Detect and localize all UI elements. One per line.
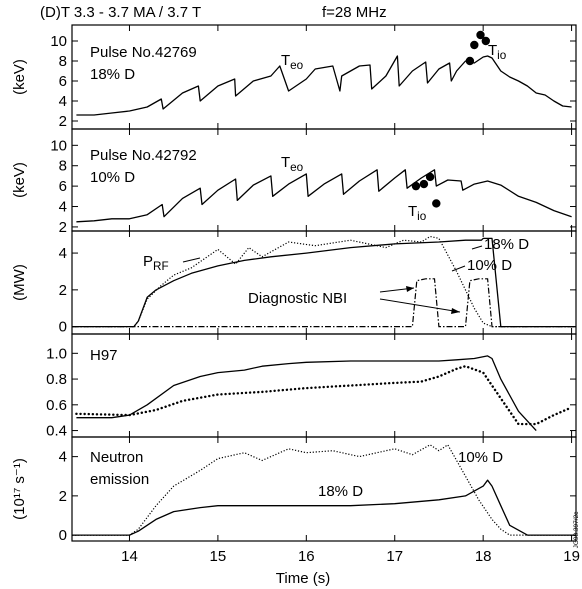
emission-label: emission: [90, 471, 149, 488]
tio-marker: [425, 172, 435, 182]
y-tick-label: 0.4: [46, 423, 67, 440]
panel-frame: [71, 24, 577, 130]
y-tick-label: 2: [59, 219, 67, 236]
y-tick-label: 4: [59, 449, 67, 466]
series-line-18-d: [72, 237, 576, 328]
y-tick-label: 0.8: [46, 371, 67, 388]
y-tick-label: 2: [59, 488, 67, 505]
series-label-10-d: 10% D: [458, 449, 503, 466]
y-tick-label: 2: [59, 282, 67, 299]
x-tick-label: 18: [475, 548, 492, 565]
x-tick-label: 16: [298, 548, 315, 565]
panel-5: 0 2 4 14 15 16 17 18 19 (10¹⁷ s⁻¹) Neutron emission…: [11, 436, 580, 565]
nbi-arrowhead-2: [451, 308, 460, 314]
h97-label: H97: [90, 347, 118, 364]
y-tick-label: 4: [59, 199, 67, 216]
nbi-arrow-2: [379, 298, 461, 313]
y-tick-label: 10: [50, 137, 67, 154]
deuterium-fraction-label: 18% D: [90, 66, 135, 83]
y-axis-title: (MW): [11, 264, 28, 301]
x-tick-label: 19: [563, 548, 580, 565]
y-axis-title: (keV): [11, 59, 28, 95]
series-line-teo: [76, 55, 572, 116]
y-tick-label: 10: [50, 33, 67, 50]
series-line-10-d: [72, 235, 576, 328]
y-tick-label: 6: [59, 73, 67, 90]
tio-marker: [481, 36, 491, 46]
panel-frame: [71, 128, 577, 232]
y-axis-title: (10¹⁷ s⁻¹): [11, 458, 28, 520]
series-label-10-d: 10% D: [467, 257, 512, 274]
series-line-diagnostic-nbi: [72, 278, 576, 328]
tio-label: Tio: [488, 42, 507, 62]
y-tick-label: 1.0: [46, 345, 67, 362]
teo-label: Teo: [281, 52, 304, 72]
y-tick-label: 4: [59, 245, 67, 262]
tio-marker: [411, 181, 421, 191]
series-line-10-d: [75, 364, 573, 426]
panel-1: 2 4 6 8 10 (keV) Pulse No.42769 18% D Teo Tio: [11, 24, 577, 130]
pulse-number-label: Pulse No.42792: [90, 147, 197, 164]
prf-label: PRF: [143, 253, 169, 273]
teo-label: Teo: [281, 154, 304, 174]
series-line-18-d: [72, 479, 576, 536]
panel-frame: [71, 436, 577, 542]
x-tick-label: 14: [121, 548, 138, 565]
tio-marker: [465, 56, 475, 66]
tio-label: Tio: [408, 203, 427, 223]
pointer-18-d: [471, 245, 483, 250]
y-tick-label: 0.6: [46, 397, 67, 414]
tio-marker: [470, 40, 479, 50]
panels-group: 2 4 6 8 10 (keV) Pulse No.42769 18% D Teo Tio 2 4 6 8…: [11, 24, 580, 565]
series-label-18-d: 18% D: [484, 236, 529, 253]
series-label-18-d: 18% D: [318, 483, 363, 500]
deuterium-fraction-label: 10% D: [90, 169, 135, 186]
y-tick-label: 8: [59, 53, 67, 70]
x-tick-label: 17: [386, 548, 403, 565]
series-line-teo: [76, 169, 572, 223]
y-tick-label: 6: [59, 178, 67, 195]
tio-marker: [476, 30, 485, 40]
series-line-10-d: [72, 443, 576, 536]
pointer-10-d: [451, 265, 466, 272]
panel-4: 0.4 0.6 0.8 1.0 H97: [46, 333, 577, 440]
panel-frame: [71, 333, 577, 438]
y-tick-label: 2: [59, 113, 67, 130]
tio-marker: [432, 199, 441, 208]
tio-marker: [419, 179, 429, 189]
y-axis-title: (keV): [11, 162, 28, 198]
panel-3: 0 2 4 (MW) PRF 18% D 10% D Diagnostic NBI: [11, 230, 577, 336]
neutron-label: Neutron: [90, 449, 143, 466]
x-tick-label: 15: [210, 548, 227, 565]
panel-2: 2 4 6 8 10 (keV) Pulse No.42792 10% D Teo Tio: [11, 128, 577, 236]
pulse-number-label: Pulse No.42769: [90, 44, 197, 61]
y-tick-label: 0: [59, 319, 67, 336]
y-tick-label: 0: [59, 527, 67, 544]
figure-reference-label: JG98.397/2c: [573, 511, 580, 549]
y-tick-label: 8: [59, 158, 67, 175]
frequency-header: f=28 MHz: [322, 4, 387, 21]
series-line-18-d: [76, 355, 537, 432]
experiment-header: (D)T 3.3 - 3.7 MA / 3.7 T: [40, 4, 201, 21]
y-tick-label: 4: [59, 93, 67, 110]
x-axis-title: Time (s): [276, 570, 330, 587]
prf-pointer: [182, 257, 201, 263]
nbi-arrowhead-1: [406, 286, 414, 292]
diagnostic-nbi-label: Diagnostic NBI: [248, 290, 347, 307]
